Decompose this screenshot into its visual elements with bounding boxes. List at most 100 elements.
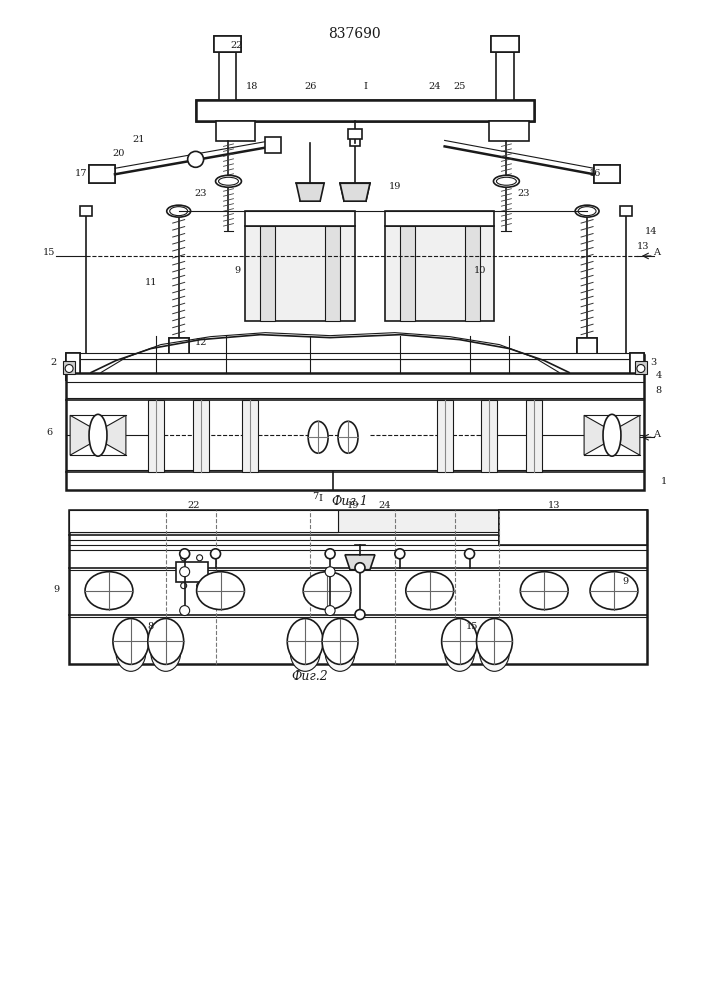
Bar [69,510,338,532]
Text: 22: 22 [187,501,200,510]
Polygon shape [296,183,324,201]
Ellipse shape [325,633,355,671]
Bar [66,373,644,490]
Bar [577,338,597,356]
Circle shape [464,549,474,559]
Bar [265,137,281,153]
Ellipse shape [170,207,187,216]
Ellipse shape [590,572,638,610]
Bar [80,206,92,216]
Bar [245,226,355,321]
Bar [491,36,520,52]
Ellipse shape [496,177,516,185]
Bar [437,400,452,472]
Bar [169,338,189,356]
Circle shape [181,555,187,561]
Bar [196,100,534,121]
Text: I: I [363,82,367,91]
Text: 837690: 837690 [327,27,380,41]
Bar [594,165,620,183]
Bar [400,226,415,321]
Text: 10: 10 [473,266,486,275]
Bar [489,121,530,141]
Ellipse shape [493,175,520,187]
Bar [192,400,209,472]
Bar [66,353,80,380]
Bar [635,361,647,374]
Ellipse shape [442,619,477,664]
Bar [196,100,534,121]
Bar [176,562,208,582]
Bar [491,36,520,52]
Circle shape [325,549,335,559]
Text: 9: 9 [623,577,629,586]
Ellipse shape [445,633,474,671]
Bar [66,353,644,359]
Circle shape [325,606,335,616]
Ellipse shape [575,205,599,217]
Polygon shape [70,415,93,455]
Bar [385,211,494,226]
Bar [66,359,644,373]
Text: 9: 9 [235,266,240,275]
Text: 26: 26 [304,82,316,91]
Bar [348,129,362,139]
Circle shape [181,583,187,589]
Ellipse shape [216,175,242,187]
Circle shape [197,555,203,561]
Bar [260,226,275,321]
Ellipse shape [85,572,133,610]
Circle shape [65,365,73,373]
Bar [464,226,479,321]
Text: 18: 18 [246,82,259,91]
Ellipse shape [578,207,596,216]
Ellipse shape [148,619,184,664]
Text: 23: 23 [517,189,530,198]
Text: 2: 2 [50,358,57,367]
Text: 19: 19 [389,182,401,191]
Ellipse shape [89,414,107,456]
Bar [69,510,647,664]
Bar [620,206,632,216]
Bar [148,400,164,472]
Polygon shape [607,428,617,442]
Circle shape [355,563,365,573]
Bar [499,510,647,545]
Bar [350,138,360,146]
Circle shape [395,549,405,559]
Text: 1: 1 [660,477,667,486]
Bar [630,353,644,380]
Text: 23: 23 [194,189,207,198]
Text: 13: 13 [548,501,561,510]
Ellipse shape [406,572,454,610]
Text: I: I [318,494,322,503]
Circle shape [187,151,204,167]
Bar [218,52,236,100]
Ellipse shape [308,421,328,453]
Bar [89,165,115,183]
Bar [243,400,258,472]
Circle shape [180,606,189,616]
Ellipse shape [520,572,568,610]
Circle shape [197,583,203,589]
Bar [325,226,340,321]
Bar [66,355,644,373]
Text: 11: 11 [144,278,157,287]
Text: 8: 8 [148,622,154,631]
Text: 24: 24 [379,501,391,510]
Ellipse shape [116,633,146,671]
Ellipse shape [167,205,191,217]
Text: 6: 6 [46,428,52,437]
Text: 8: 8 [655,386,662,395]
Ellipse shape [303,572,351,610]
Text: 12: 12 [194,338,207,347]
Bar [481,400,498,472]
Text: A: A [653,248,660,257]
Polygon shape [617,415,640,455]
Text: Фиг.1: Фиг.1 [332,495,368,508]
Ellipse shape [151,633,181,671]
Ellipse shape [287,619,323,664]
Bar [169,338,189,356]
Text: A: A [653,430,660,439]
Circle shape [211,549,221,559]
